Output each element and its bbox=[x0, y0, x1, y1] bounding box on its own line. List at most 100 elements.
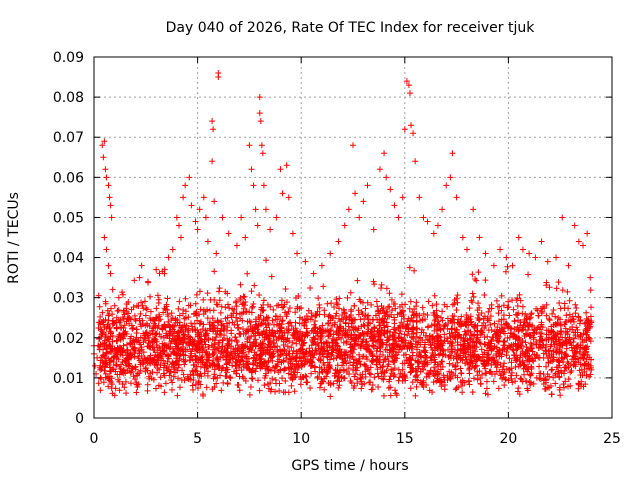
data-point bbox=[442, 352, 449, 359]
data-point bbox=[99, 330, 106, 337]
data-point bbox=[546, 316, 553, 323]
data-point bbox=[416, 312, 423, 319]
data-point bbox=[143, 305, 150, 312]
data-point bbox=[115, 376, 122, 383]
data-point bbox=[467, 336, 474, 343]
data-point bbox=[315, 295, 322, 302]
data-point bbox=[209, 118, 216, 125]
data-point bbox=[236, 311, 243, 318]
data-point bbox=[149, 338, 156, 345]
data-point bbox=[523, 344, 530, 351]
data-point bbox=[197, 381, 204, 388]
data-point bbox=[196, 206, 203, 213]
data-point bbox=[226, 337, 233, 344]
data-point bbox=[215, 339, 222, 346]
data-point bbox=[244, 270, 251, 277]
data-point bbox=[384, 328, 391, 335]
data-point bbox=[335, 384, 342, 391]
data-point bbox=[572, 310, 579, 317]
data-point bbox=[287, 319, 294, 326]
data-point bbox=[185, 376, 192, 383]
data-point bbox=[240, 305, 247, 312]
data-point bbox=[122, 378, 129, 385]
data-point bbox=[470, 347, 477, 354]
data-point bbox=[491, 320, 498, 327]
data-point bbox=[437, 350, 444, 357]
data-point bbox=[437, 334, 444, 341]
data-point bbox=[107, 270, 114, 277]
data-point bbox=[107, 202, 114, 209]
data-point bbox=[379, 375, 386, 382]
data-point bbox=[366, 370, 373, 377]
data-point bbox=[270, 306, 277, 313]
data-point bbox=[265, 314, 272, 321]
data-point bbox=[289, 350, 296, 357]
data-point bbox=[438, 314, 445, 321]
data-point bbox=[408, 122, 415, 129]
data-point bbox=[145, 340, 152, 347]
data-point bbox=[136, 317, 143, 324]
data-point bbox=[99, 142, 106, 149]
data-point bbox=[110, 320, 117, 327]
data-point bbox=[239, 357, 246, 364]
data-point bbox=[303, 379, 310, 386]
data-point bbox=[186, 333, 193, 340]
data-point bbox=[196, 288, 203, 295]
data-point bbox=[465, 341, 472, 348]
data-point bbox=[204, 351, 211, 358]
data-point bbox=[479, 353, 486, 360]
data-point bbox=[318, 330, 325, 337]
data-point bbox=[254, 222, 261, 229]
data-point bbox=[515, 363, 522, 370]
data-point bbox=[107, 329, 114, 336]
data-point bbox=[186, 174, 193, 181]
data-point bbox=[106, 373, 113, 380]
data-point bbox=[470, 206, 477, 213]
data-point bbox=[279, 190, 286, 197]
data-point bbox=[347, 359, 354, 366]
data-point bbox=[316, 384, 323, 391]
data-point bbox=[106, 361, 113, 368]
data-point bbox=[470, 293, 477, 300]
data-point bbox=[278, 329, 285, 336]
data-point bbox=[232, 345, 239, 352]
data-point bbox=[525, 271, 532, 278]
data-point bbox=[116, 387, 123, 394]
data-point bbox=[474, 328, 481, 335]
data-point bbox=[414, 339, 421, 346]
data-point bbox=[176, 384, 183, 391]
data-point bbox=[573, 305, 580, 312]
data-point bbox=[115, 294, 122, 301]
data-point bbox=[193, 363, 200, 370]
data-point bbox=[158, 333, 165, 340]
data-point bbox=[416, 194, 423, 201]
data-point bbox=[473, 338, 480, 345]
data-point bbox=[355, 332, 362, 339]
data-point bbox=[464, 340, 471, 347]
data-point bbox=[104, 307, 111, 314]
data-point bbox=[260, 297, 267, 304]
data-point bbox=[491, 359, 498, 366]
data-point bbox=[458, 320, 465, 327]
data-point bbox=[173, 355, 180, 362]
data-point bbox=[123, 341, 130, 348]
data-point bbox=[540, 342, 547, 349]
data-point bbox=[445, 320, 452, 327]
data-point bbox=[417, 379, 424, 386]
data-point bbox=[402, 339, 409, 346]
data-point bbox=[474, 368, 481, 375]
data-point bbox=[314, 340, 321, 347]
data-point bbox=[113, 337, 120, 344]
data-point bbox=[526, 315, 533, 322]
data-point bbox=[395, 377, 402, 384]
data-point bbox=[487, 313, 494, 320]
data-point bbox=[267, 388, 274, 395]
data-point bbox=[471, 364, 478, 371]
data-point bbox=[236, 331, 243, 338]
data-point bbox=[236, 387, 243, 394]
data-point bbox=[563, 341, 570, 348]
data-point bbox=[285, 389, 292, 396]
data-point bbox=[408, 368, 415, 375]
data-point bbox=[173, 337, 180, 344]
data-point bbox=[277, 347, 284, 354]
